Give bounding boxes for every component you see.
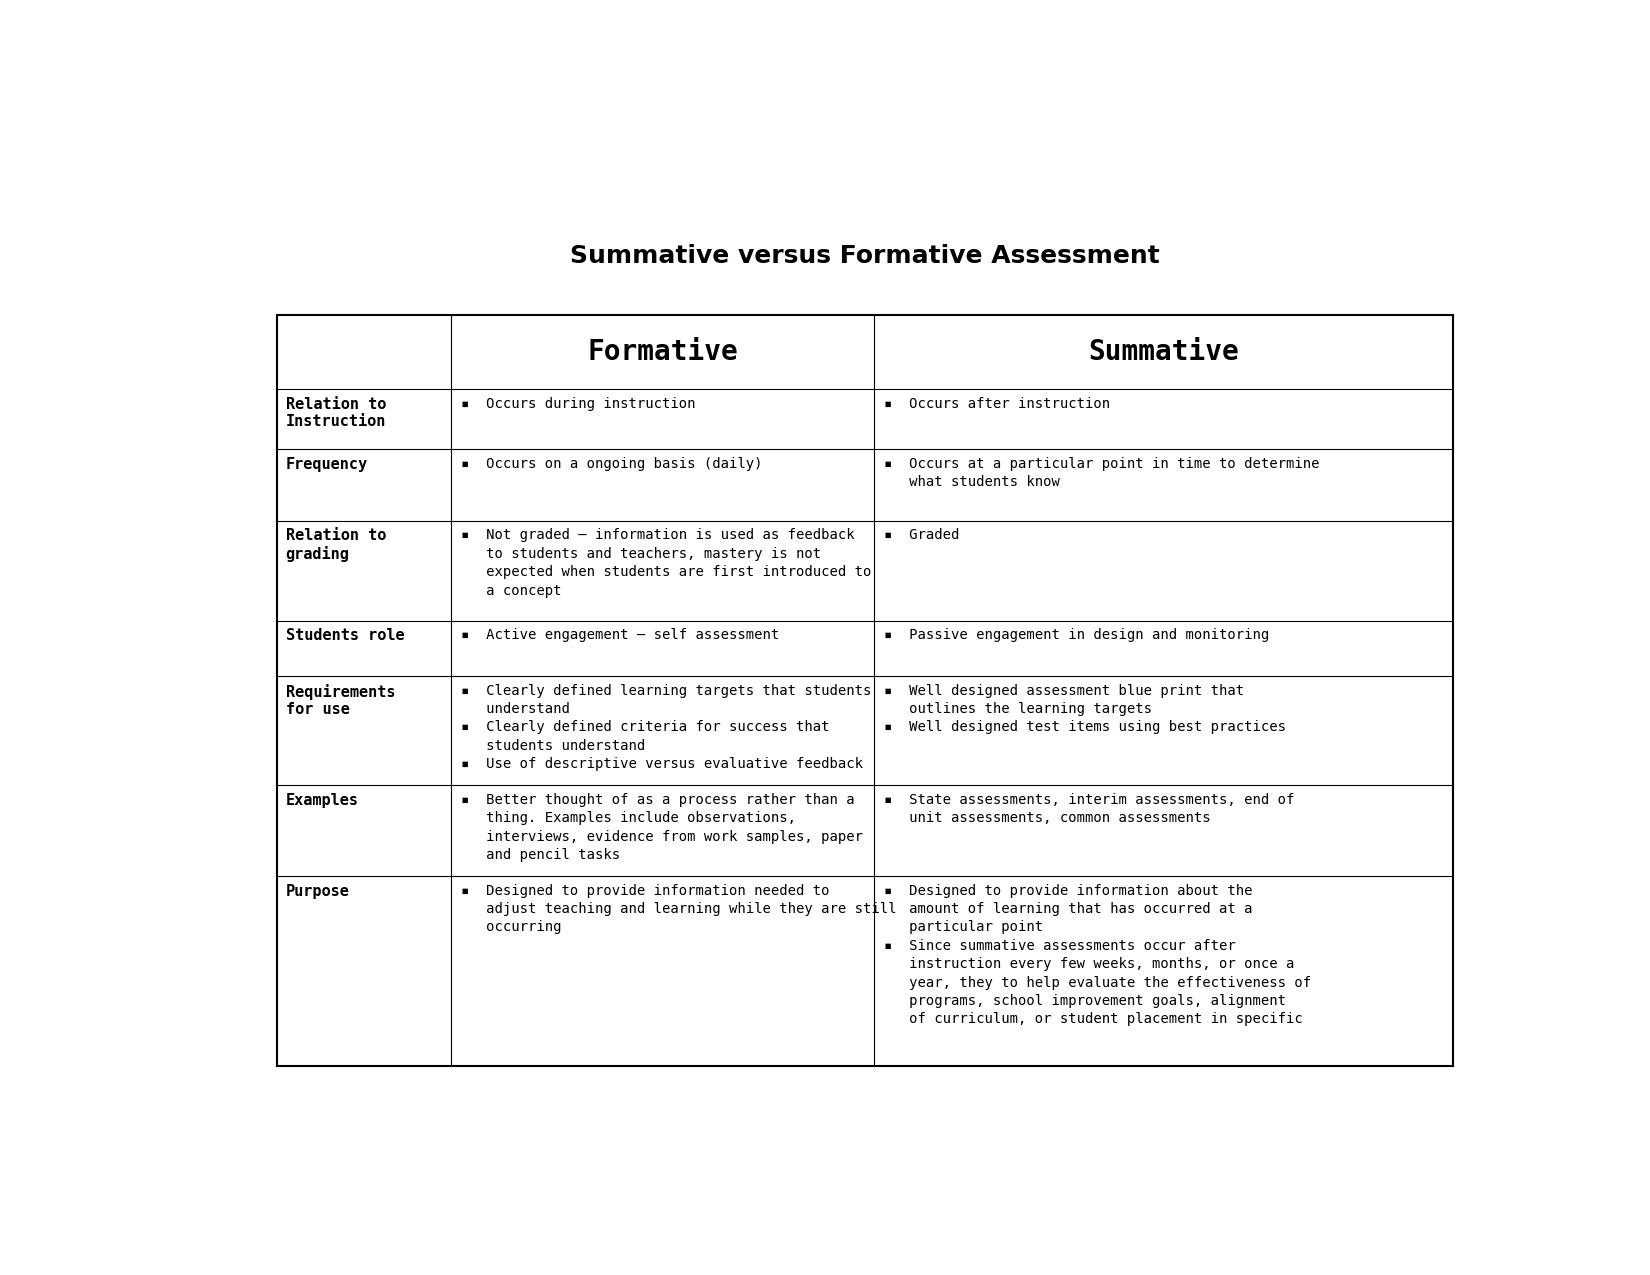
Text: Formative: Formative	[587, 338, 738, 366]
Text: ▪  Not graded – information is used as feedback
   to students and teachers, mas: ▪ Not graded – information is used as fe…	[460, 528, 871, 598]
Text: ▪  Occurs during instruction: ▪ Occurs during instruction	[460, 397, 695, 411]
Text: Relation to
Instruction: Relation to Instruction	[285, 397, 386, 430]
Text: Relation to
grading: Relation to grading	[285, 528, 386, 562]
Text: ▪  Occurs after instruction: ▪ Occurs after instruction	[884, 397, 1110, 411]
Text: Students role: Students role	[285, 629, 404, 644]
Text: ▪  Occurs on a ongoing basis (daily): ▪ Occurs on a ongoing basis (daily)	[460, 456, 762, 470]
Text: ▪  Occurs at a particular point in time to determine
   what students know: ▪ Occurs at a particular point in time t…	[884, 456, 1320, 490]
Text: ▪  Better thought of as a process rather than a
   thing. Examples include obser: ▪ Better thought of as a process rather …	[460, 793, 863, 862]
Text: ▪  Designed to provide information about the
   amount of learning that has occu: ▪ Designed to provide information about …	[884, 884, 1312, 1026]
Text: ▪  Active engagement – self assessment: ▪ Active engagement – self assessment	[460, 629, 779, 643]
Text: Summative versus Formative Assessment: Summative versus Formative Assessment	[569, 244, 1160, 268]
Text: ▪  Designed to provide information needed to
   adjust teaching and learning whi: ▪ Designed to provide information needed…	[460, 884, 896, 935]
Text: ▪  Clearly defined learning targets that students
   understand
▪  Clearly defin: ▪ Clearly defined learning targets that …	[460, 683, 871, 771]
Text: Frequency: Frequency	[285, 456, 368, 472]
Text: Requirements
for use: Requirements for use	[285, 683, 394, 717]
Text: Purpose: Purpose	[285, 884, 350, 899]
Text: Examples: Examples	[285, 793, 358, 808]
Text: ▪  Passive engagement in design and monitoring: ▪ Passive engagement in design and monit…	[884, 629, 1270, 643]
Text: ▪  State assessments, interim assessments, end of
   unit assessments, common as: ▪ State assessments, interim assessments…	[884, 793, 1295, 825]
Text: Summative: Summative	[1089, 338, 1239, 366]
Text: ▪  Well designed assessment blue print that
   outlines the learning targets
▪  : ▪ Well designed assessment blue print th…	[884, 683, 1287, 734]
Text: ▪  Graded: ▪ Graded	[884, 528, 960, 542]
